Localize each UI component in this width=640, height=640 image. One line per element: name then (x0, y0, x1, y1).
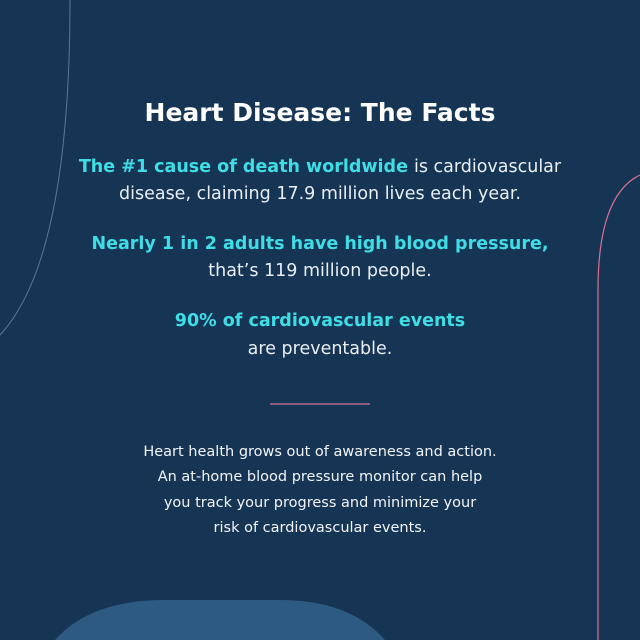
fact-text: that’s 119 million people. (208, 261, 432, 281)
paragraph-line: risk of cardiovascular events. (213, 520, 427, 536)
fact-highlight: The #1 cause of death worldwide (78, 157, 408, 177)
fact-text: are preventable. (247, 339, 393, 359)
left-arc (0, 0, 71, 336)
paragraph-line: Heart health grows out of awareness and … (143, 444, 497, 460)
fact-highlight: Nearly 1 in 2 adults have high blood pre… (91, 234, 549, 254)
title: Heart Disease: The Facts (144, 98, 496, 127)
fact-text: disease, claiming 17.9 million lives eac… (118, 184, 521, 204)
fact-highlight: 90% of cardiovascular events (174, 311, 466, 331)
bottom-shape (55, 600, 385, 640)
right-outline (597, 174, 640, 640)
paragraph-line: you track your progress and minimize you… (163, 495, 477, 511)
paragraph-line: An at-home blood pressure monitor can he… (157, 469, 483, 485)
fact-line: The #1 cause of death worldwide is cardio… (0, 157, 640, 177)
fact-text: is cardiovascular (413, 157, 562, 177)
